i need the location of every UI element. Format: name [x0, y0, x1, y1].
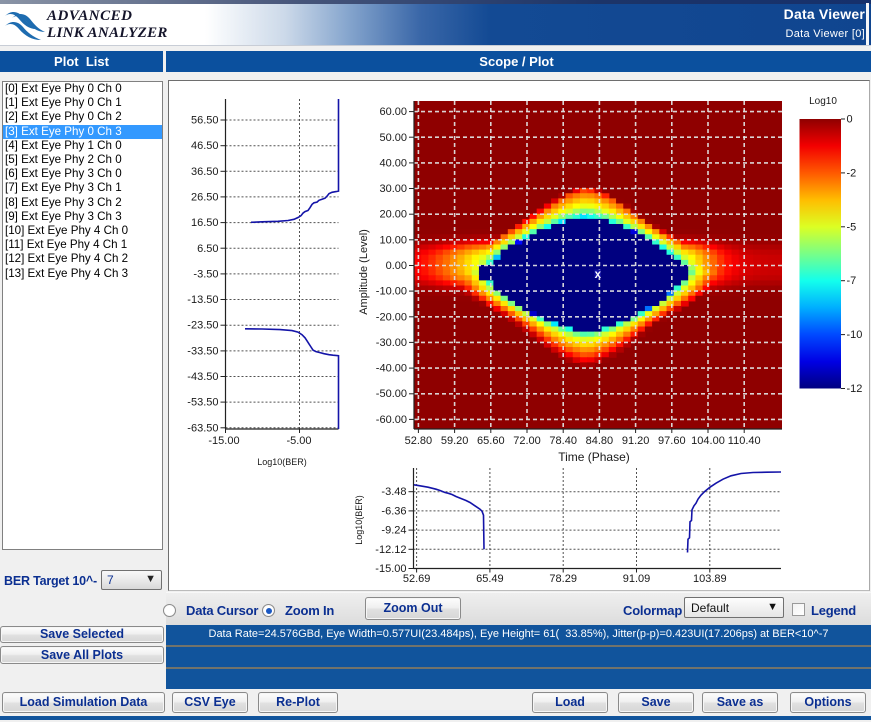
svg-text:104.00: 104.00 [691, 435, 725, 447]
svg-text:-30.00: -30.00 [376, 337, 407, 349]
svg-text:84.80: 84.80 [586, 435, 614, 447]
svg-text:-20.00: -20.00 [376, 311, 407, 323]
svg-text:72.00: 72.00 [513, 435, 541, 447]
svg-text:-13.50: -13.50 [187, 294, 218, 306]
svg-text:91.20: 91.20 [622, 435, 650, 447]
svg-text:-6.36: -6.36 [381, 505, 406, 517]
svg-text:52.80: 52.80 [405, 435, 433, 447]
svg-text:-3.50: -3.50 [193, 268, 218, 280]
svg-text:110.40: 110.40 [728, 435, 761, 447]
svg-text:56.50: 56.50 [191, 115, 219, 127]
svg-text:-12.12: -12.12 [375, 544, 406, 556]
svg-text:Amplitude (Level): Amplitude (Level) [358, 229, 370, 315]
svg-text:x: x [595, 269, 602, 281]
svg-text:30.00: 30.00 [379, 183, 407, 195]
svg-text:46.50: 46.50 [191, 140, 219, 152]
svg-text:60.00: 60.00 [379, 106, 407, 118]
svg-text:26.50: 26.50 [191, 191, 219, 203]
svg-text:Log10(BER): Log10(BER) [354, 495, 364, 545]
svg-text:65.49: 65.49 [476, 573, 504, 585]
svg-text:-10: -10 [847, 329, 863, 341]
svg-text:10.00: 10.00 [379, 234, 407, 246]
svg-text:-53.50: -53.50 [187, 397, 218, 409]
svg-text:-60.00: -60.00 [376, 414, 407, 426]
svg-text:65.60: 65.60 [477, 435, 505, 447]
svg-text:6.50: 6.50 [197, 243, 218, 255]
svg-text:-3.48: -3.48 [381, 486, 406, 498]
svg-text:0.00: 0.00 [386, 260, 407, 272]
svg-text:97.60: 97.60 [658, 435, 686, 447]
svg-text:36.50: 36.50 [191, 166, 219, 178]
svg-text:20.00: 20.00 [379, 209, 407, 221]
svg-text:59.20: 59.20 [441, 435, 469, 447]
svg-text:-10.00: -10.00 [376, 286, 407, 298]
svg-text:91.09: 91.09 [623, 573, 651, 585]
svg-text:16.50: 16.50 [191, 217, 219, 229]
svg-text:-2: -2 [847, 167, 857, 179]
svg-text:-7: -7 [847, 275, 857, 287]
svg-text:40.00: 40.00 [379, 157, 407, 169]
svg-text:-23.50: -23.50 [187, 320, 218, 332]
svg-text:52.69: 52.69 [403, 573, 431, 585]
svg-text:-5.00: -5.00 [286, 435, 311, 447]
svg-text:-9.24: -9.24 [381, 525, 406, 537]
svg-text:-43.50: -43.50 [187, 371, 218, 383]
svg-text:-15.00: -15.00 [208, 435, 239, 447]
svg-text:-33.50: -33.50 [187, 345, 218, 357]
svg-text:-5: -5 [847, 221, 857, 233]
svg-text:78.29: 78.29 [549, 573, 577, 585]
svg-text:-15.00: -15.00 [375, 563, 406, 575]
svg-text:-63.50: -63.50 [187, 422, 218, 434]
svg-text:0: 0 [847, 114, 853, 126]
svg-text:-40.00: -40.00 [376, 363, 407, 375]
svg-text:Time (Phase): Time (Phase) [558, 450, 630, 464]
svg-text:-50.00: -50.00 [376, 388, 407, 400]
svg-text:Log10(BER): Log10(BER) [257, 457, 307, 467]
svg-text:78.40: 78.40 [549, 435, 577, 447]
svg-text:Log10: Log10 [809, 96, 837, 107]
svg-text:-12: -12 [847, 383, 863, 395]
svg-text:103.89: 103.89 [693, 573, 727, 585]
svg-text:50.00: 50.00 [379, 132, 407, 144]
